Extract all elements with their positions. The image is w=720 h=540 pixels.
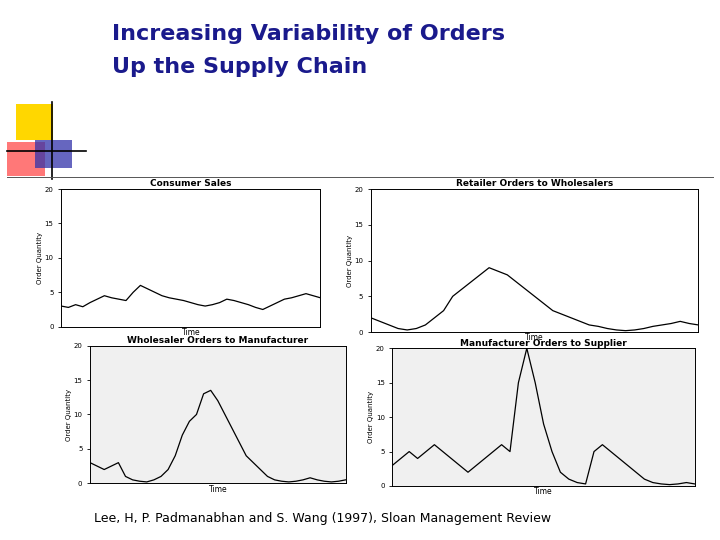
Y-axis label: Order Quantity: Order Quantity: [66, 388, 72, 441]
Bar: [35, 140, 72, 168]
X-axis label: Time: Time: [181, 328, 200, 337]
Title: Retailer Orders to Wholesalers: Retailer Orders to Wholesalers: [456, 179, 613, 188]
X-axis label: Time: Time: [209, 485, 227, 494]
Title: Wholesaler Orders to Manufacturer: Wholesaler Orders to Manufacturer: [127, 336, 308, 345]
Text: Up the Supply Chain: Up the Supply Chain: [112, 57, 367, 77]
X-axis label: Time: Time: [534, 488, 553, 496]
Bar: [7, 142, 45, 176]
Title: Manufacturer Orders to Supplier: Manufacturer Orders to Supplier: [460, 339, 627, 348]
Bar: [16, 104, 53, 140]
Y-axis label: Order Quantity: Order Quantity: [369, 391, 374, 443]
Text: Increasing Variability of Orders: Increasing Variability of Orders: [112, 24, 505, 44]
Title: Consumer Sales: Consumer Sales: [150, 179, 232, 188]
Y-axis label: Order Quantity: Order Quantity: [37, 232, 43, 284]
X-axis label: Time: Time: [526, 334, 544, 342]
Text: Lee, H, P. Padmanabhan and S. Wang (1997), Sloan Management Review: Lee, H, P. Padmanabhan and S. Wang (1997…: [94, 512, 551, 525]
Y-axis label: Order Quantity: Order Quantity: [347, 234, 353, 287]
